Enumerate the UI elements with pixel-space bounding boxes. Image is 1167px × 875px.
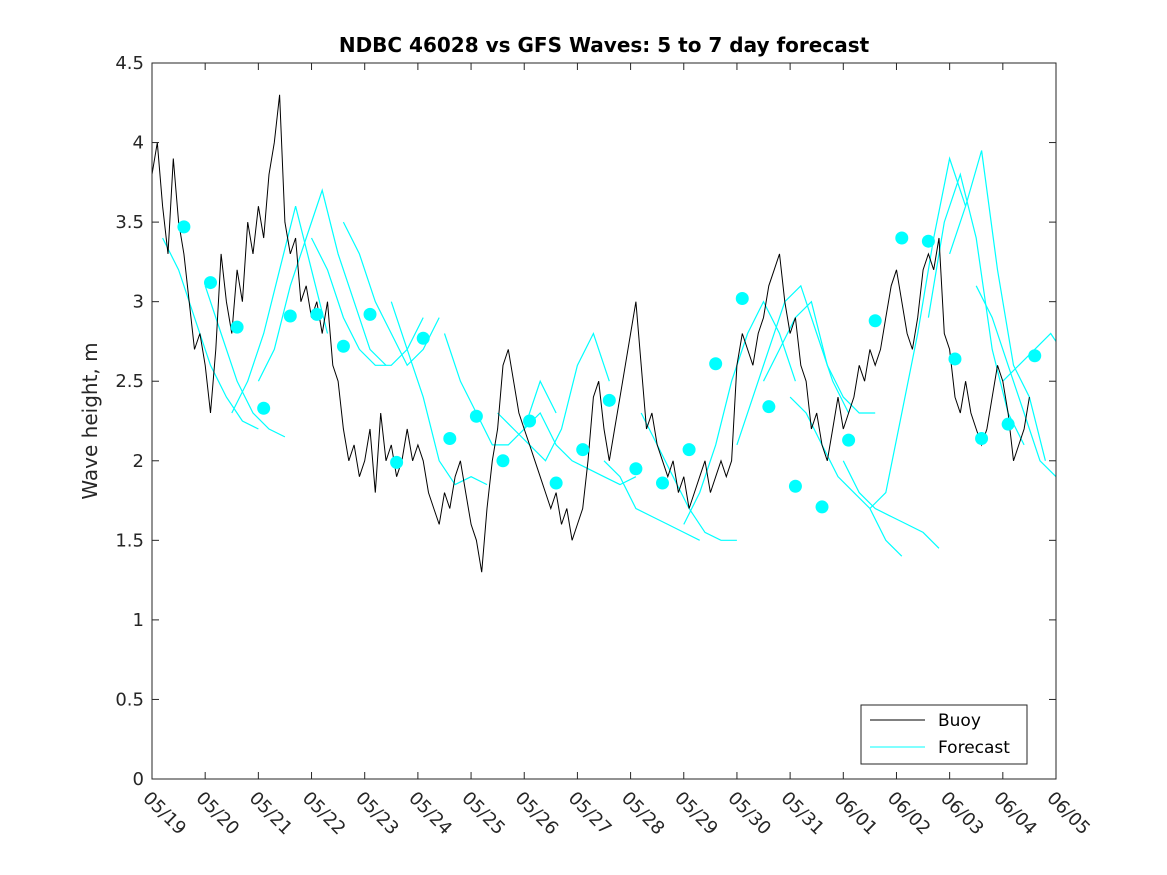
x-tick-label: 05/20 (192, 788, 244, 840)
forecast-marker (629, 462, 643, 476)
forecast-marker (602, 393, 616, 407)
forecast-line (842, 460, 940, 549)
forecast-line (162, 237, 259, 430)
chart-title: NDBC 46028 vs GFS Waves: 5 to 7 day fore… (339, 33, 870, 57)
forecast-line (736, 284, 850, 446)
x-tick-label: 06/01 (830, 788, 882, 840)
forecast-line (523, 411, 637, 486)
forecast-marker (1028, 349, 1042, 363)
forecast-line (497, 331, 610, 462)
legend-label-forecast: Forecast (938, 738, 1010, 758)
forecast-line (204, 285, 286, 438)
forecast-marker (655, 476, 669, 490)
forecast-marker (921, 234, 935, 248)
y-tick-label: 3.5 (115, 212, 144, 233)
y-tick-label: 1 (133, 610, 144, 631)
forecast-marker (709, 357, 723, 371)
x-tick-label: 05/24 (404, 788, 456, 840)
forecast-marker (762, 400, 776, 414)
y-tick-label: 2.5 (115, 371, 144, 392)
y-tick-label: 2 (133, 451, 144, 472)
forecast-marker (815, 500, 829, 514)
forecast-marker (257, 401, 271, 415)
legend-label-buoy: Buoy (938, 711, 981, 731)
forecast-marker (230, 320, 244, 334)
forecast-line (869, 156, 967, 509)
forecast-marker (735, 291, 749, 305)
forecast-line (443, 333, 557, 446)
forecast-marker (523, 414, 537, 428)
x-tick-label: 05/28 (617, 788, 669, 840)
forecast-line (342, 221, 440, 367)
y-axis-title: Wave height, m (78, 342, 102, 499)
forecast-marker (177, 220, 191, 234)
forecast-marker (549, 476, 563, 490)
forecast-marker (682, 443, 696, 457)
y-tick-label: 1.5 (115, 530, 144, 551)
forecast-marker (868, 314, 882, 328)
forecast-line (789, 396, 903, 557)
forecast-marker (576, 443, 590, 457)
forecast-marker (363, 307, 377, 321)
x-tick-label: 05/26 (511, 788, 563, 840)
forecast-line (762, 300, 876, 414)
x-tick-label: 06/04 (989, 788, 1041, 840)
forecast-marker (443, 432, 457, 446)
forecast-marker (975, 432, 989, 446)
forecast-line (683, 300, 796, 525)
forecast-marker (283, 309, 297, 323)
forecast-marker (842, 433, 856, 447)
legend-box (860, 704, 1028, 765)
x-tick-label: 05/31 (777, 788, 829, 840)
forecast-marker (390, 455, 404, 469)
forecast-line (310, 237, 424, 366)
y-tick-label: 0.5 (115, 689, 144, 710)
y-axis: 0 0.5 1 1.5 2 2.5 3 3.5 4 4.5 (115, 53, 1056, 790)
forecast-line (975, 285, 1057, 478)
x-tick-label: 06/02 (883, 788, 935, 840)
forecast-line (603, 460, 700, 541)
forecast-marker (895, 231, 909, 245)
forecast-marker (416, 331, 430, 345)
x-tick-label: 05/21 (245, 788, 297, 840)
plot-frame (151, 62, 1057, 780)
y-tick-label: 4.5 (115, 53, 144, 74)
forecast-line (231, 206, 329, 414)
x-tick-label: 05/22 (298, 788, 350, 840)
series-layer (151, 94, 1057, 573)
forecast-marker (948, 352, 962, 366)
plot-area (152, 63, 1056, 779)
forecast-marker (469, 409, 483, 423)
x-tick-label: 06/03 (936, 788, 988, 840)
x-tick-label: 05/25 (458, 788, 510, 840)
forecast-marker (203, 276, 217, 290)
forecast-marker (1001, 417, 1015, 431)
x-tick-label: 05/30 (723, 788, 775, 840)
y-tick-label: 3 (133, 292, 144, 313)
buoy-line (151, 94, 1030, 573)
x-tick-label: 05/29 (670, 788, 722, 840)
forecast-marker (496, 454, 510, 468)
x-tick-label: 05/27 (564, 788, 616, 840)
forecast-line (257, 188, 387, 382)
x-tick-label: 05/23 (351, 788, 403, 840)
x-tick-label: 05/19 (138, 788, 190, 840)
y-tick-label: 0 (133, 769, 144, 790)
y-tick-label: 4 (133, 133, 144, 154)
x-tick-label: 06/05 (1042, 788, 1094, 840)
forecast-marker (788, 479, 802, 493)
forecast-marker (336, 339, 350, 353)
forecast-marker (310, 307, 324, 321)
legend: Buoy Forecast (860, 704, 1028, 765)
forecast-line (390, 301, 488, 486)
